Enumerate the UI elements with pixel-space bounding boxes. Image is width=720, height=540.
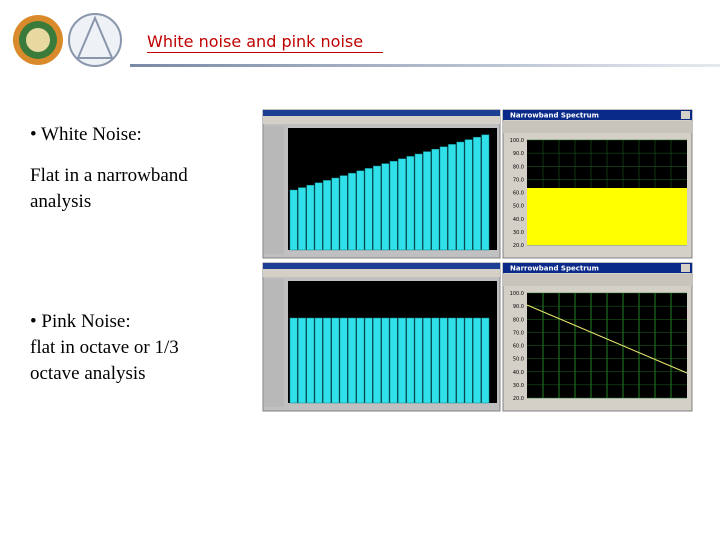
bar-decoration [414,317,423,404]
title-underline [147,52,383,53]
bar-decoration [289,317,298,404]
y-axis-label: 50.0 [513,357,524,363]
bar-decoration [398,158,406,251]
bar-decoration [439,317,448,404]
bar-decoration [389,160,398,251]
bar-decoration [323,317,331,404]
y-axis-label: 20.0 [513,243,524,249]
window-title: Narrowband Spectrum [510,265,599,273]
side-panel [264,279,284,407]
bar-decoration [331,177,340,251]
bar-decoration [356,170,365,251]
toolbar [263,116,500,124]
y-axis-label: 90.0 [513,151,524,157]
y-axis-label: 100.0 [510,291,524,297]
bar-decoration [364,168,373,251]
window-titlebar [263,263,500,269]
bar-decoration [348,317,356,404]
bar-decoration [481,134,490,251]
bar-decoration [306,317,315,404]
bullet-heading: • Pink Noise: [30,311,131,332]
noise-line [526,304,688,374]
bullet-text: Flat in a narrowband [30,165,188,186]
bar-decoration [339,175,348,251]
bullet-text: analysis [30,191,91,212]
bar-decoration [414,153,423,251]
y-axis-label: 50.0 [513,204,524,210]
toolbar [503,274,692,286]
bar-decoration [323,180,331,251]
bar-decoration [298,317,306,404]
bar-decoration [381,317,390,404]
logo [68,13,122,67]
window-titlebar [503,110,692,120]
bar-decoration [431,148,440,251]
logo [13,15,63,65]
bar-decoration [373,165,381,251]
y-axis-label: 30.0 [513,230,524,236]
bar-decoration [456,317,465,404]
window-titlebar [263,110,500,116]
bar-decoration [348,172,356,251]
bar-decoration [289,189,298,251]
bar-decoration [448,144,456,251]
bullet-text: flat in octave or 1/3 [30,337,179,358]
bar-decoration [373,317,381,404]
bar-decoration [473,317,481,404]
bullet-text: octave analysis [30,363,146,384]
bar-decoration [398,317,406,404]
bar-decoration [356,317,365,404]
bar-decoration [439,146,448,251]
side-panel [264,126,284,254]
bar-decoration [314,317,323,404]
window-title: Narrowband Spectrum [510,112,599,120]
bar-decoration [423,317,431,404]
y-axis-label: 40.0 [513,370,524,376]
slide-title: White noise and pink noise [147,32,363,51]
toolbar [263,269,500,277]
bar-decoration [423,151,431,251]
bar-decoration [431,317,440,404]
bar-decoration [473,136,481,251]
y-axis-label: 40.0 [513,217,524,223]
y-axis-label: 20.0 [513,396,524,402]
y-axis-label: 80.0 [513,164,524,170]
y-axis-label: 80.0 [513,317,524,323]
toolbar [503,121,692,133]
y-axis-label: 30.0 [513,383,524,389]
bullet-heading: • White Noise: [30,124,142,145]
y-axis-label: 100.0 [510,138,524,144]
close-button [681,111,690,119]
bar-decoration [314,182,323,251]
bar-decoration [298,187,306,251]
header-rule [130,64,720,67]
bar-decoration [364,317,373,404]
noise-fill [527,188,687,245]
bar-decoration [331,317,340,404]
window-titlebar [503,263,692,273]
y-axis-label: 70.0 [513,330,524,336]
bar-decoration [448,317,456,404]
bar-decoration [306,184,315,251]
y-axis-label: 60.0 [513,191,524,197]
bar-decoration [481,317,490,404]
y-axis-label: 60.0 [513,344,524,350]
bar-decoration [381,163,390,251]
bar-decoration [389,317,398,404]
bar-decoration [464,317,473,404]
bar-decoration [406,317,415,404]
bar-decoration [339,317,348,404]
bar-decoration [464,139,473,251]
y-axis-label: 90.0 [513,304,524,310]
bar-decoration [406,156,415,251]
y-axis-label: 70.0 [513,177,524,183]
close-button [681,264,690,272]
bar-decoration [456,141,465,251]
